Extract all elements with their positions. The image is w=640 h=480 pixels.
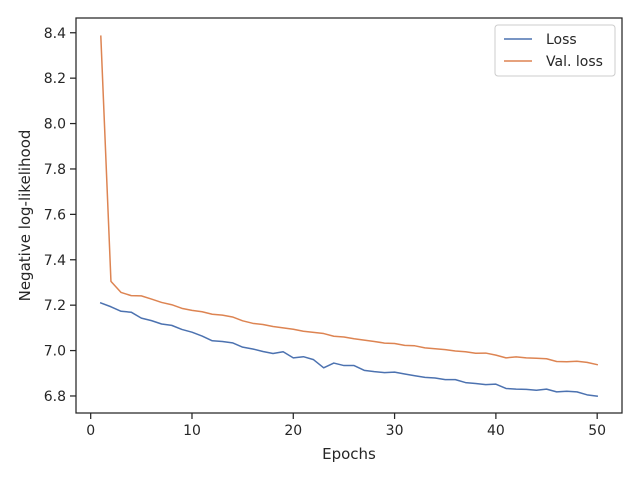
legend: Loss Val. loss [494, 24, 616, 77]
y-axis-label: Negative log-likelihood [16, 130, 34, 302]
x-tick-label: 0 [86, 423, 95, 439]
y-tick-label: 8.4 [44, 26, 66, 42]
y-tick-label: 7.6 [44, 207, 66, 223]
x-axis: 0 10 20 30 40 50 [86, 413, 606, 439]
series-line-loss [99, 301, 599, 398]
y-tick-label: 7.0 [44, 344, 66, 360]
series-line-val-loss [100, 35, 599, 366]
x-tick-label: 40 [487, 423, 505, 439]
y-tick-label: 7.2 [44, 298, 66, 314]
legend-label-loss: Loss [546, 32, 577, 48]
y-tick-label: 7.4 [44, 253, 66, 269]
y-tick-label: 8.2 [44, 71, 66, 87]
x-tick-label: 30 [386, 423, 404, 439]
y-axis: 6.8 7.0 7.2 7.4 7.6 7.8 8.0 8.2 8.4 [44, 26, 76, 405]
plot-frame [75, 17, 623, 414]
legend-label-val-loss: Val. loss [546, 54, 603, 70]
series-lines [99, 35, 599, 398]
x-tick-label: 20 [284, 423, 302, 439]
y-tick-label: 8.0 [44, 117, 66, 133]
x-tick-label: 50 [588, 423, 606, 439]
x-tick-label: 10 [183, 423, 201, 439]
x-axis-label: Epochs [322, 445, 376, 463]
y-tick-label: 7.8 [44, 162, 66, 178]
legend-box [494, 24, 616, 77]
y-tick-label: 6.8 [44, 389, 66, 405]
